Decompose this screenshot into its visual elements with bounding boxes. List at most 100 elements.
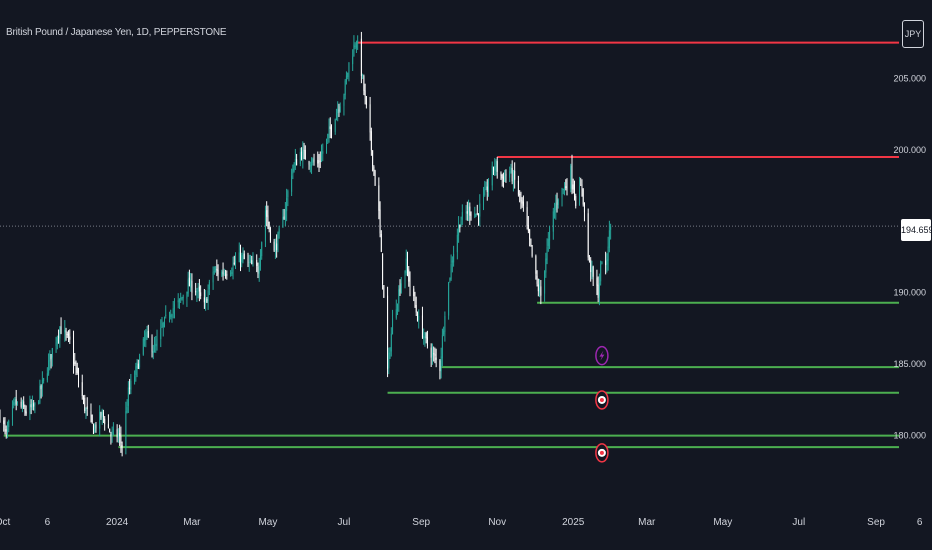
candle-body [188,277,190,287]
candle-body [38,401,40,404]
price-axis-tick-label: 190.000 [893,288,926,298]
candle-body [345,75,347,82]
candle-body [95,424,97,429]
candle-body [101,410,103,416]
candle-body [125,411,127,447]
candle-body [322,151,324,154]
candle-body [152,351,154,353]
candle-body [519,193,521,195]
candle-body [549,230,551,241]
candle-body [213,271,215,273]
symbol-title: British Pound / Japanese Yen, 1D, PEPPER… [6,27,227,38]
candle-body [187,279,189,294]
candle-body [522,201,524,206]
candle-body [0,412,1,421]
candle-body [39,386,41,403]
axis-layer: 180.000 185.000 190.000 200.000 205.000 Oct 6 2… [0,73,926,528]
candle-body [409,279,411,287]
candle-body [395,309,397,318]
candle-body [511,167,513,182]
candle-body [484,189,486,196]
candle-body [423,336,425,339]
candle-body [495,161,497,168]
candle-body [256,260,258,266]
candle-body [450,263,452,280]
candle-body [231,271,233,275]
candle-body [178,298,180,302]
candle-body [154,345,156,353]
candle-body [60,326,62,334]
candle-body [284,209,286,220]
candle-body [241,255,243,262]
candle-body [268,222,270,230]
candle-body [380,233,382,252]
time-axis-tick-label: Sep [412,517,430,528]
candle-body [421,315,423,338]
candle-body [424,333,426,339]
candle-body [505,173,507,176]
candle-body [303,149,305,151]
candle-body [406,260,408,270]
candle-body [92,424,94,434]
candle-body [373,166,375,171]
candle-body [111,430,113,435]
candle-body [207,290,209,302]
candle-body [4,423,6,429]
candle-body [416,313,418,322]
candle-body [309,165,311,167]
candle-body [521,200,523,204]
candle-body [277,233,279,252]
candle-body [82,398,84,400]
candle-body [552,211,554,232]
current-price-label: 194.659 [901,219,932,241]
candle-body [251,260,253,265]
candle-body [221,271,223,276]
candle-body [51,348,53,358]
candle-body [203,297,205,303]
candle-body [449,278,451,281]
candle-body [383,285,385,298]
lightning-glyph [599,350,605,361]
currency-button[interactable]: JPY [902,20,924,48]
candle-body [276,243,278,250]
candle-body [170,314,172,318]
candle-body [578,185,580,206]
candle-body [588,258,590,260]
candle-body [439,360,441,371]
candle-body [520,192,522,201]
time-axis-tick-label: May [713,517,732,528]
candle-body [606,259,608,265]
candle-body [318,161,320,163]
candle-body [354,45,356,47]
candle-body [287,191,289,198]
candle-body [468,206,470,213]
candle-body [556,202,558,204]
flag-icon [595,443,609,463]
candle-body [474,213,476,218]
candle-body [328,127,330,137]
candle-body [465,211,467,213]
candle-body [562,188,564,190]
candle-body [273,241,275,251]
candle-body [186,291,188,299]
candle-body [16,401,18,404]
candle-body [49,353,51,362]
candle-body [564,186,566,192]
time-axis-tick-label: Mar [183,517,201,528]
candle-body [418,315,420,321]
candle-body [529,229,531,240]
candle-body [575,196,577,206]
candle-body [547,238,549,246]
candle-body [405,258,407,274]
candle-body [168,316,170,318]
candle-body [121,444,123,448]
candle-body [126,407,128,413]
candle-body [338,109,340,111]
candle-body [144,338,146,341]
candle-body [136,362,138,368]
candle-body [249,260,251,262]
candle-body [571,164,573,185]
candle-body [311,164,313,167]
candle-body [313,159,315,162]
